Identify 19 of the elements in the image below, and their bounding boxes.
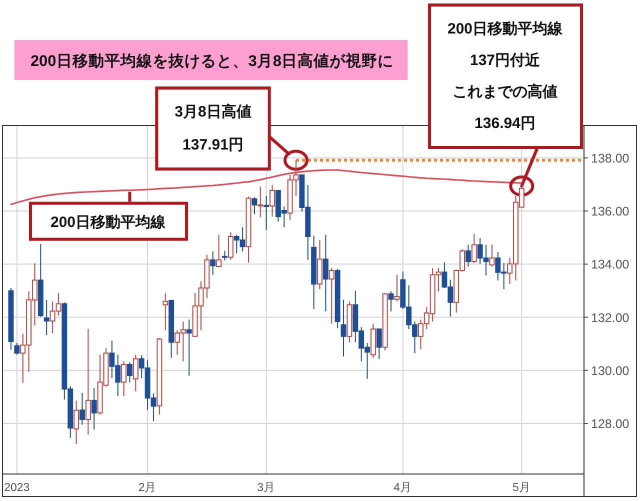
y-tick-label: 138.00 xyxy=(591,151,630,166)
series-label: 200日移動平均線 xyxy=(50,214,167,231)
y-tick-label: 130.00 xyxy=(591,364,630,378)
chart-title: 200日移動平均線を抜けると、3月8日高値が視野に xyxy=(30,51,394,70)
y-tick-label: 134.00 xyxy=(591,258,630,272)
annotation: 137.91円 xyxy=(182,136,244,154)
x-tick-label: 2月 xyxy=(138,481,157,494)
y-tick-label: 136.00 xyxy=(591,204,630,219)
x-tick-label: 3月 xyxy=(257,481,276,494)
text: これまでの高値 xyxy=(452,82,558,100)
text: 137円付近 xyxy=(470,52,542,69)
x-tick-label: 2023 xyxy=(4,482,30,494)
text: 200日移動平均線 xyxy=(447,20,564,38)
x-tick-label: 4月 xyxy=(394,481,412,494)
y-tick-label: 132.00 xyxy=(591,310,630,325)
text: 3月8日高値 xyxy=(174,102,252,120)
annotation: 136.94円 xyxy=(474,115,536,132)
y-tick-label: 128.00 xyxy=(591,417,630,432)
x-tick-label: 5月 xyxy=(512,481,531,494)
